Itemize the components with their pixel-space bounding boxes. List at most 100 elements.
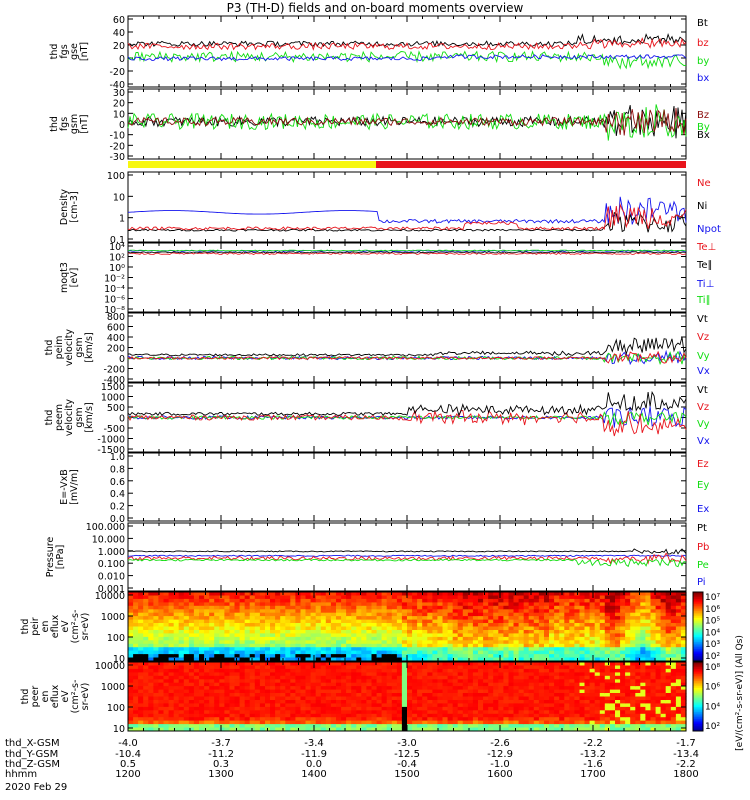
peem_v-tick-label: -1000 <box>97 435 125 446</box>
xaxis-row-label: thd_X-GSM <box>5 738 60 749</box>
efield-tick-label: 0.4 <box>110 489 125 500</box>
fgs-tick-label: 40 <box>113 28 125 39</box>
pressure-ylabel: [nPa] <box>55 545 66 570</box>
xaxis-value: -1.7 <box>676 738 696 749</box>
density-legend-Ne: Ne <box>697 178 711 189</box>
peer-colorbar-label: 10² <box>705 722 720 732</box>
pressure-frame <box>127 522 687 592</box>
peim_v-tick-label: 600 <box>107 323 125 334</box>
xaxis-value: 1800 <box>673 769 698 780</box>
peim_v-legend-Vt: Vt <box>697 314 708 325</box>
fgs-ylabel: thd <box>49 44 60 60</box>
fgs_gsm-tick-label: -20 <box>109 141 125 152</box>
pressure-legend-Pe: Pe <box>697 560 709 571</box>
peem_v-ylabel: gsm <box>74 407 85 427</box>
peir-ylabel: eflux <box>50 614 61 638</box>
peer-ylabel: (cm²-s- <box>70 680 81 714</box>
peem_v-ylabel: velocity <box>64 399 75 437</box>
fgs-ylabel: [nT] <box>79 42 90 61</box>
fgs_gsm-tick-label: 20 <box>113 99 125 110</box>
efield-legend-Ey: Ey <box>697 480 709 491</box>
peer-ylabel: peer <box>30 686 41 708</box>
peim_v-legend-Vx: Vx <box>697 366 710 377</box>
peer-ylabel: thd <box>20 689 31 705</box>
peer-colorbar-label: 10⁸ <box>705 663 720 673</box>
density-ylabel: Density <box>59 189 70 225</box>
xaxis-value: 0.3 <box>213 759 229 770</box>
xaxis-value: 1500 <box>394 769 419 780</box>
xaxis-value: 1200 <box>115 769 140 780</box>
xaxis-row-label: thd_Z-GSM <box>5 759 60 770</box>
peir-ylabel: (cm²-s- <box>70 610 81 644</box>
xaxis-value: -11.9 <box>301 749 327 760</box>
fgs-legend-bz: bz <box>697 38 709 49</box>
peim_v-ylabel: thd <box>44 340 55 356</box>
efield-tick-label: 0.2 <box>110 502 125 513</box>
peim_v-tick-label: 200 <box>107 344 125 355</box>
peim_v-series-Vt <box>128 336 687 357</box>
peir-ylabel: en <box>40 621 51 633</box>
xaxis-value: 1400 <box>301 769 326 780</box>
fgs-legend-by: by <box>697 56 709 67</box>
peem_v-tick-label: 500 <box>107 403 125 414</box>
peim_v-series-Vx <box>127 349 687 366</box>
temp-series-Te∥ <box>127 251 687 254</box>
fgs-tick-label: 60 <box>113 15 125 26</box>
peim_v-tick-label: -200 <box>103 365 125 376</box>
peer-tick-label: 1000 <box>101 682 125 693</box>
peim_v-ylabel: velocity <box>64 329 75 367</box>
xaxis-row-label: thd_Y-GSM <box>5 749 58 760</box>
fgs_gsm-tick-label: -10 <box>109 131 125 142</box>
fgs_gsm-ylabel: [nT] <box>79 114 90 133</box>
xaxis-value: -12.9 <box>487 749 513 760</box>
pressure-tick-label: 1.000 <box>98 547 125 558</box>
peir-ylabel: peir <box>30 617 41 636</box>
fgs-legend-Bt: Bt <box>697 18 708 29</box>
colorbar-title: [eV/(cm²-s-sr-eV)] (All Qs) <box>735 635 745 751</box>
peem_v-tick-label: -500 <box>103 424 125 435</box>
density-series-Npot <box>127 196 687 225</box>
peem_v-legend-Vx: Vx <box>697 436 710 447</box>
peir-tick-label: 10000 <box>95 591 125 602</box>
peim_v-ylabel: peim <box>54 336 65 360</box>
temp-legend-Ti⊥: Ti⊥ <box>696 279 714 290</box>
xaxis-row-label: 2020 Feb 29 <box>5 782 67 793</box>
xaxis-value: 1600 <box>487 769 512 780</box>
xaxis-value: -3.0 <box>397 738 417 749</box>
pressure-ylabel: Pressure <box>45 537 56 578</box>
peer-ylabel: eV <box>60 690 71 703</box>
efield-tick-label: 0.6 <box>110 477 125 488</box>
pressure-series-Pe <box>127 558 687 568</box>
fgs-series-bx <box>127 54 687 62</box>
pressure-legend-Pt: Pt <box>697 523 707 534</box>
xaxis-value: 1300 <box>208 769 233 780</box>
temp-ylabel: moqt3 <box>59 262 70 293</box>
peir-colorbar <box>692 591 704 662</box>
peem_v-ylabel: peem <box>54 404 65 431</box>
fgs-tick-label: -40 <box>109 80 125 91</box>
xaxis-value: -3.7 <box>211 738 231 749</box>
peer-spectrogram <box>128 662 687 732</box>
peer-ylabel: sr-eV) <box>80 683 91 711</box>
peer-colorbar <box>692 661 704 732</box>
peem_v-series-Vx <box>127 406 687 428</box>
fgs-series-by <box>127 50 687 70</box>
peir-tick-label: 100 <box>107 633 125 644</box>
efield-tick-label: 1.0 <box>110 452 125 463</box>
fgs_gsm-series-Bz <box>127 108 687 136</box>
peir-ylabel: thd <box>20 619 31 635</box>
fgs_gsm-tick-label: 30 <box>113 88 125 99</box>
pressure-tick-label: 0.010 <box>98 572 125 583</box>
fgs-series-bz <box>127 37 687 51</box>
density-ylabel: [cm-3] <box>69 191 80 222</box>
pressure-series-Pi <box>128 554 687 557</box>
fgs_gsm-legend-Bz: Bz <box>697 110 709 121</box>
mode-bar-red <box>376 161 686 168</box>
temp-tick-label: 10⁻⁶ <box>104 295 125 306</box>
fgs-ylabel: fgs <box>59 44 70 58</box>
efield-ylabel: [mV/m] <box>69 469 80 505</box>
xaxis-value: -3.4 <box>304 738 324 749</box>
pressure-tick-label: 10.000 <box>92 534 125 545</box>
peim_v-series-Vz <box>127 350 687 364</box>
peim_v-ylabel: [km/s] <box>84 332 95 362</box>
